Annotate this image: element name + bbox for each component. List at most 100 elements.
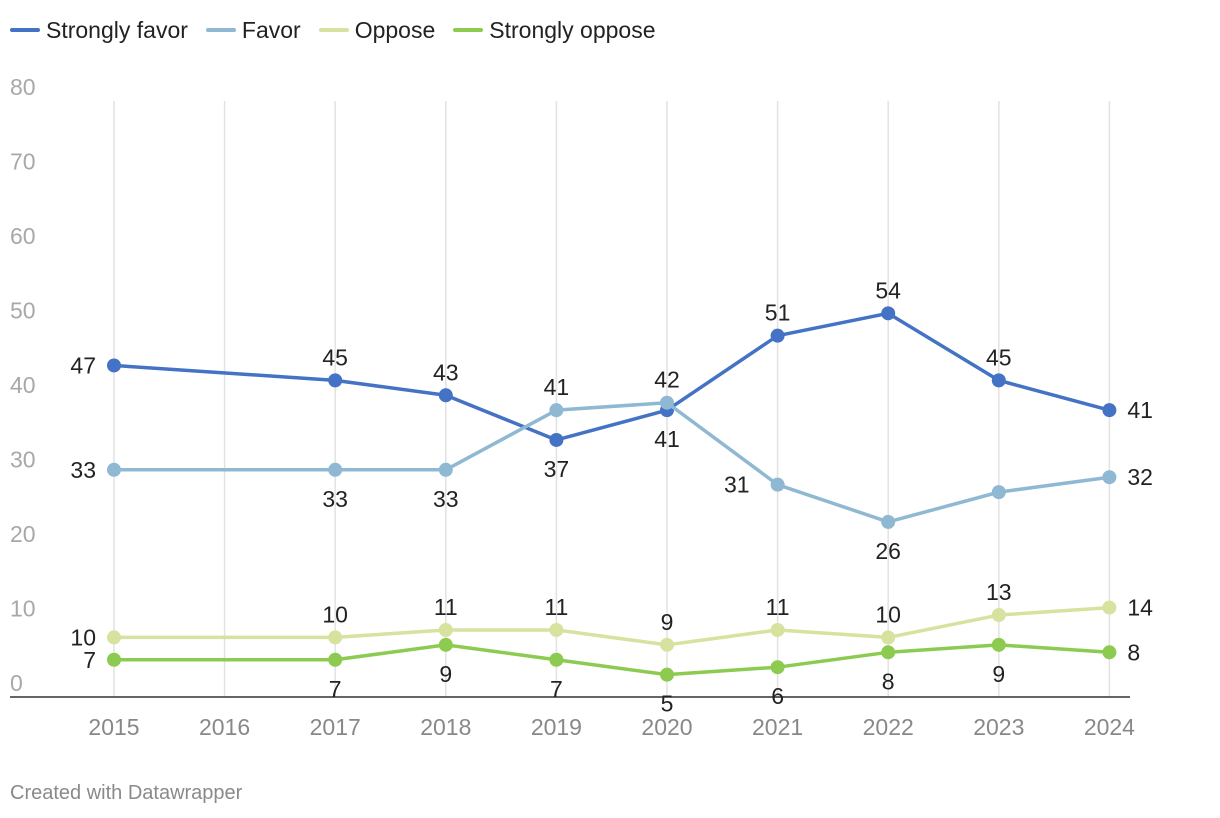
y-tick-label-80: 80	[10, 74, 36, 100]
data-label-favor-2019: 41	[544, 374, 570, 400]
series-line-oppose	[112, 605, 1112, 647]
data-label-strongly-favor-2019: 37	[544, 456, 570, 482]
x-tick-label-2017: 2017	[310, 714, 361, 740]
point-oppose-2017	[328, 630, 343, 645]
data-label-strongly-favor-2023: 45	[986, 344, 1012, 370]
x-tick-label-2020: 2020	[641, 714, 692, 740]
point-oppose-2022	[881, 630, 896, 645]
x-tick-label-2015: 2015	[88, 714, 139, 740]
point-strongly-oppose-2019	[549, 652, 564, 667]
data-label-favor-2015: 33	[70, 457, 96, 483]
data-label-favor-2017: 33	[322, 486, 348, 512]
legend-item-favor[interactable]: Favor	[205, 16, 301, 44]
point-strongly-oppose-2015	[107, 652, 121, 667]
point-favor-2023	[991, 485, 1006, 500]
legend-item-strongly-favor[interactable]: Strongly favor	[10, 17, 188, 44]
point-strongly-favor-2017	[328, 373, 343, 388]
point-strongly-oppose-2018	[438, 637, 453, 652]
y-tick-label-0: 0	[10, 670, 23, 696]
legend-swatch-strongly-favor	[10, 28, 40, 32]
point-strongly-oppose-2020	[660, 667, 674, 682]
data-label-strongly-favor-2021: 51	[765, 300, 791, 326]
point-favor-2020	[660, 395, 674, 410]
data-label-oppose-2015: 10	[70, 624, 96, 650]
series-line-strongly-oppose	[112, 643, 1112, 677]
data-label-favor-2022: 26	[875, 538, 901, 564]
point-oppose-2019	[549, 622, 564, 637]
point-favor-2022	[881, 514, 896, 529]
data-label-strongly-oppose-2019: 7	[550, 676, 563, 702]
data-label-strongly-favor-2017: 45	[322, 344, 348, 370]
point-strongly-favor-2023	[991, 373, 1006, 388]
data-label-oppose-2019: 11	[544, 594, 568, 620]
point-favor-2021	[770, 477, 785, 492]
x-tick-label-2016: 2016	[199, 714, 250, 740]
series-line-favor	[112, 400, 1112, 524]
data-label-oppose-2024: 14	[1127, 595, 1153, 621]
data-label-strongly-oppose-2018: 9	[439, 661, 452, 687]
point-favor-2018	[438, 462, 453, 477]
data-label-oppose-2018: 11	[434, 594, 458, 620]
point-strongly-favor-2019	[549, 432, 564, 447]
point-strongly-favor-2022	[881, 306, 896, 321]
data-label-oppose-2017: 10	[322, 601, 348, 627]
legend-label-favor: Favor	[241, 16, 301, 43]
point-strongly-oppose-2024	[1102, 645, 1117, 660]
legend-swatch-strongly-oppose	[453, 28, 484, 32]
x-tick-label-2018: 2018	[420, 714, 471, 740]
data-label-strongly-favor-2020: 41	[654, 426, 680, 452]
data-label-oppose-2022: 10	[875, 601, 901, 627]
legend-item-strongly-oppose[interactable]: Strongly oppose	[453, 16, 656, 44]
legend-item-oppose[interactable]: Oppose	[318, 16, 436, 44]
data-label-favor-2020: 42	[654, 367, 680, 393]
data-label-oppose-2020: 9	[661, 609, 674, 635]
data-label-strongly-oppose-2017: 7	[329, 676, 342, 702]
chart-legend: Strongly favor Favor Oppose Strongly oppose	[10, 14, 674, 46]
x-tick-label-2021: 2021	[752, 714, 803, 740]
y-tick-label-40: 40	[10, 372, 36, 398]
point-favor-2019	[549, 403, 564, 418]
point-favor-2024	[1102, 470, 1117, 485]
point-strongly-oppose-2021	[770, 660, 785, 675]
point-strongly-favor-2015	[107, 358, 121, 373]
data-label-strongly-oppose-2021: 6	[771, 683, 784, 709]
data-label-favor-2018: 33	[433, 486, 459, 512]
data-label-favor-2024: 32	[1127, 464, 1153, 490]
y-tick-label-20: 20	[10, 521, 36, 547]
legend-swatch-oppose	[318, 28, 349, 32]
credit-text: Created with Datawrapper	[10, 782, 243, 804]
point-oppose-2021	[770, 622, 785, 637]
data-label-strongly-oppose-2020: 5	[661, 691, 674, 717]
point-strongly-oppose-2023	[991, 637, 1006, 652]
point-strongly-favor-2024	[1102, 403, 1117, 418]
point-strongly-favor-2021	[770, 328, 785, 343]
legend-label-oppose: Oppose	[354, 16, 436, 43]
point-oppose-2024	[1102, 600, 1117, 615]
point-oppose-2020	[660, 637, 674, 652]
point-strongly-oppose-2017	[328, 652, 343, 667]
data-label-strongly-oppose-2023: 9	[992, 661, 1005, 687]
legend-label-strongly-oppose: Strongly oppose	[489, 16, 656, 43]
data-label-strongly-favor-2018: 43	[433, 359, 459, 385]
data-label-strongly-oppose-2024: 8	[1127, 639, 1140, 665]
y-tick-label-70: 70	[10, 149, 36, 175]
x-tick-label-2023: 2023	[973, 714, 1024, 740]
legend-label-strongly-favor: Strongly favor	[46, 16, 188, 43]
y-tick-label-50: 50	[10, 298, 36, 324]
point-strongly-favor-2018	[438, 388, 453, 403]
data-label-strongly-favor-2022: 54	[875, 277, 901, 303]
y-tick-label-60: 60	[10, 223, 36, 249]
point-oppose-2015	[107, 630, 121, 645]
point-oppose-2023	[991, 608, 1006, 623]
point-favor-2015	[107, 462, 121, 477]
x-tick-label-2022: 2022	[863, 714, 914, 740]
x-tick-label-2019: 2019	[531, 714, 582, 740]
data-label-favor-2021: 31	[724, 472, 750, 498]
data-label-strongly-favor-2024: 41	[1127, 397, 1153, 423]
data-label-oppose-2023: 13	[986, 579, 1012, 605]
data-label-strongly-oppose-2022: 8	[882, 668, 895, 694]
y-tick-label-10: 10	[10, 596, 36, 622]
data-label-strongly-favor-2015: 47	[70, 352, 96, 378]
data-label-strongly-oppose-2015: 7	[83, 647, 96, 673]
